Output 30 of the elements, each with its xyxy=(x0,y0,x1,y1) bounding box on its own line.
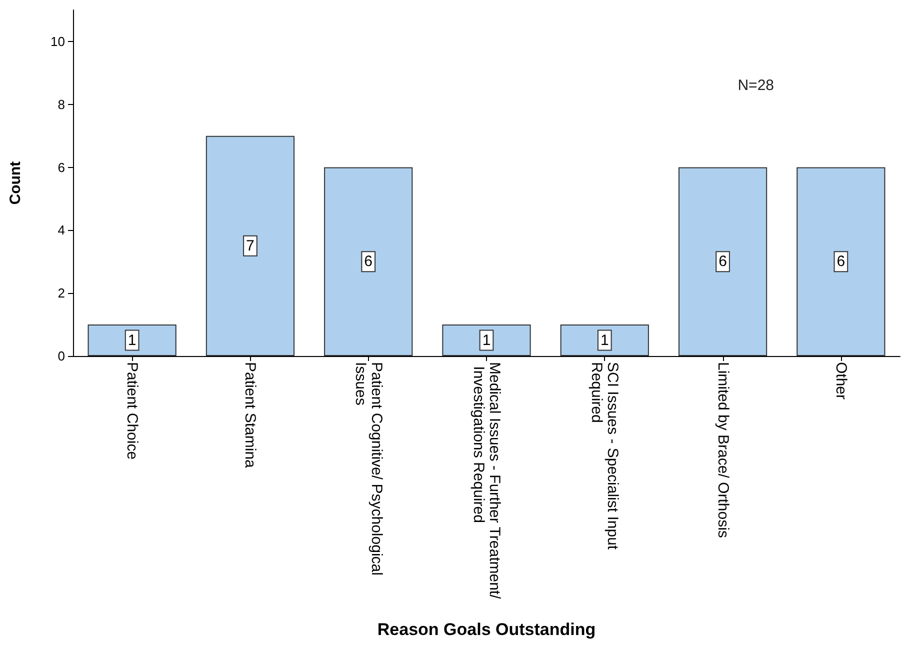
bar xyxy=(678,167,768,356)
x-tick-label: Limited by Brace/ Orthosis xyxy=(714,362,732,538)
y-tick-label: 4 xyxy=(58,222,65,238)
data-label: 1 xyxy=(128,332,136,349)
y-tick-label: 8 xyxy=(58,96,65,112)
bar xyxy=(324,167,413,356)
y-tick-label: 10 xyxy=(50,34,65,49)
data-label: 6 xyxy=(364,253,373,270)
y-tick-label: 2 xyxy=(58,286,65,301)
data-label: 6 xyxy=(718,253,727,270)
x-tick-label: Other xyxy=(832,362,850,400)
bar xyxy=(88,324,176,356)
y-tick-label: 6 xyxy=(58,160,65,175)
x-axis-title: Reason Goals Outstanding xyxy=(377,620,596,639)
x-tick-label: Patient Cognitive/ Psychological Issues xyxy=(352,362,385,580)
x-tick-label: SCI Issues - Specialist Input Required xyxy=(588,362,622,554)
data-label: 1 xyxy=(482,332,491,349)
annotation: N=28 xyxy=(738,77,774,94)
bar xyxy=(442,324,531,356)
data-label: 1 xyxy=(600,332,609,349)
bar xyxy=(560,324,649,356)
bar xyxy=(796,167,886,356)
x-tick-label: Patient Stamina xyxy=(242,362,259,469)
y-axis-title: Count xyxy=(7,161,24,205)
x-tick-label: Patient Choice xyxy=(124,362,141,460)
x-tick-label: Medical Issues - Further Treatment/ Investigations Required xyxy=(470,362,503,600)
data-label: 6 xyxy=(836,253,846,270)
bar xyxy=(206,136,295,356)
y-tick-label: 0 xyxy=(58,348,65,364)
data-label: 7 xyxy=(246,237,254,254)
